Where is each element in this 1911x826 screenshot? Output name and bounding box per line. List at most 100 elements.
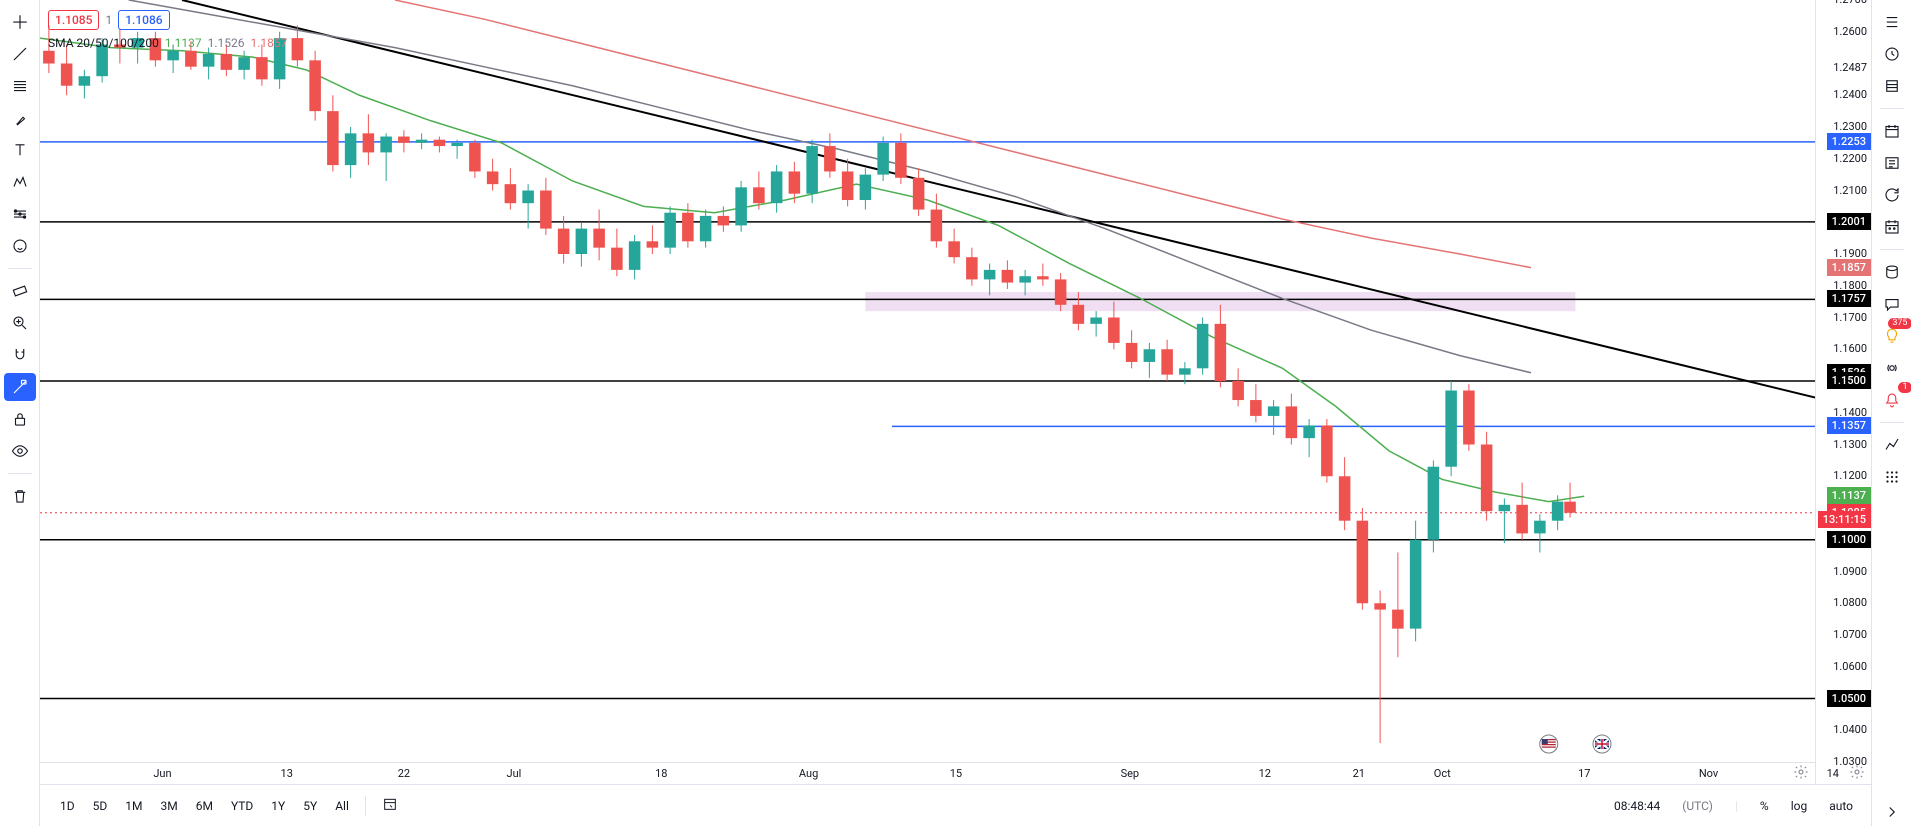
trash-tool[interactable]: [4, 482, 36, 510]
pattern-tool[interactable]: [4, 168, 36, 196]
price-tick: 1.0700: [1833, 628, 1867, 641]
clock: 08:48:44 (UTC) | % log auto: [1608, 797, 1859, 815]
text-tool[interactable]: [4, 136, 36, 164]
price-tick: 1.1600: [1833, 342, 1867, 355]
lock-tool[interactable]: [4, 405, 36, 433]
price-label: 1.1500: [1827, 372, 1871, 389]
price-tick: 1.2300: [1833, 120, 1867, 133]
alerts-panel-icon[interactable]: [1876, 40, 1908, 68]
price-label: 1.1757: [1827, 290, 1871, 307]
bell-icon[interactable]: 1: [1876, 386, 1908, 414]
price-scale[interactable]: 1.2700 1.2600 1.2487 1.2400 1.2300 1.2200 1.21…: [1815, 0, 1871, 784]
date-icon[interactable]: [1876, 213, 1908, 241]
price-tick: 1.2700: [1833, 0, 1867, 6]
alerts-badge: 1: [1898, 382, 1911, 393]
sma-v3: 1.1857: [250, 36, 287, 50]
price-label: 1.1857: [1827, 259, 1871, 276]
price-label: 1.2253: [1827, 133, 1871, 150]
calendar-icon[interactable]: [1876, 117, 1908, 145]
object-icon[interactable]: [1876, 258, 1908, 286]
time-tick: 13: [281, 767, 293, 780]
magnet-tool[interactable]: [4, 341, 36, 369]
price-label: 1.1000: [1827, 531, 1871, 548]
price-label: 1.2001: [1827, 213, 1871, 230]
chart-canvas[interactable]: [40, 0, 1815, 762]
gear-icon[interactable]: [1793, 764, 1809, 780]
clock-time: 08:48:44: [1608, 797, 1666, 815]
time-tick: 12: [1259, 767, 1271, 780]
apps-icon[interactable]: [1876, 463, 1908, 491]
price-tick: 1.2400: [1833, 88, 1867, 101]
fib-tool[interactable]: [4, 72, 36, 100]
ask-price: 1.1086: [118, 10, 169, 30]
price-tick: 1.0400: [1833, 723, 1867, 736]
price-label: 1.0500: [1827, 690, 1871, 707]
right-toolbar: 375 1: [1871, 0, 1911, 826]
time-tick: Sep: [1121, 767, 1140, 780]
refresh-icon[interactable]: [1876, 181, 1908, 209]
sma-label: SMA 20/50/100/200: [48, 36, 159, 50]
price-tick: 1.0600: [1833, 660, 1867, 673]
time-tick: 15: [950, 767, 962, 780]
tf-ytd[interactable]: YTD: [223, 795, 261, 817]
chart-area: 1.2700 1.2600 1.2487 1.2400 1.2300 1.2200 1.21…: [40, 0, 1871, 784]
bid-price: 1.1085: [48, 10, 99, 30]
news-icon[interactable]: [1876, 149, 1908, 177]
price-tick: 1.2100: [1833, 184, 1867, 197]
time-tick: 14: [1827, 767, 1839, 780]
tf-1y[interactable]: 1Y: [263, 795, 293, 817]
price-tick: 1.1700: [1833, 311, 1867, 324]
pct-btn[interactable]: %: [1754, 797, 1775, 815]
time-tick: 18: [655, 767, 667, 780]
brush-tool[interactable]: [4, 104, 36, 132]
collapse-icon[interactable]: [1876, 798, 1908, 826]
time-tick: 17: [1578, 767, 1590, 780]
sma-legend: SMA 20/50/100/200 1.1137 1.1526 1.1857: [48, 36, 287, 50]
emoji-tool[interactable]: [4, 232, 36, 260]
time-tick: Oct: [1434, 767, 1451, 780]
ruler-tool[interactable]: [4, 277, 36, 305]
chat-icon[interactable]: [1876, 290, 1908, 318]
crosshair-tool[interactable]: [4, 8, 36, 36]
zoom-tool[interactable]: [4, 309, 36, 337]
tf-1d[interactable]: 1D: [52, 795, 83, 817]
goto-date[interactable]: [374, 792, 406, 819]
time-tick: Jul: [507, 767, 522, 780]
tf-1m[interactable]: 1M: [117, 795, 150, 817]
tf-6m[interactable]: 6M: [188, 795, 221, 817]
time-tick: Aug: [799, 767, 818, 780]
time-tick: Jun: [153, 767, 171, 780]
watchlist-icon[interactable]: [1876, 8, 1908, 36]
symbol-info: 1.1085 1 1.1086: [48, 10, 170, 30]
tf-all[interactable]: All: [327, 795, 357, 817]
price-tick: 1.2487: [1833, 61, 1867, 74]
tf-5d[interactable]: 5D: [85, 795, 116, 817]
price-tick: 1.2600: [1833, 25, 1867, 38]
timeframe-group: 1D5D1M3M6MYTD1Y5YAll: [52, 792, 406, 819]
trendline-tool[interactable]: [4, 40, 36, 68]
lock-drawing-tool[interactable]: [4, 373, 36, 401]
forecast-tool[interactable]: [4, 200, 36, 228]
tf-5y[interactable]: 5Y: [295, 795, 325, 817]
log-btn[interactable]: log: [1785, 797, 1814, 815]
time-tick: 21: [1353, 767, 1365, 780]
eye-tool[interactable]: [4, 437, 36, 465]
compare-icon[interactable]: [1876, 431, 1908, 459]
time-tick: Nov: [1699, 767, 1718, 780]
price-label: 1.1357: [1827, 417, 1871, 434]
ideas-icon[interactable]: 375: [1876, 322, 1908, 350]
price-label: 13:11:15: [1818, 511, 1871, 528]
price-tick: 1.0800: [1833, 596, 1867, 609]
clock-tz: (UTC): [1676, 797, 1719, 815]
auto-btn[interactable]: auto: [1823, 797, 1859, 815]
time-scale[interactable]: Jun1322Jul18Aug15Sep1221Oct17Nov14: [40, 762, 1815, 784]
bottom-bar: 1D5D1M3M6MYTD1Y5YAll 08:48:44 (UTC) | % …: [40, 784, 1871, 826]
time-tick: 22: [398, 767, 410, 780]
ideas-badge: 375: [1888, 318, 1911, 329]
price-tick: 1.0900: [1833, 565, 1867, 578]
stream-icon[interactable]: [1876, 354, 1908, 382]
hotlist-icon[interactable]: [1876, 72, 1908, 100]
tf-3m[interactable]: 3M: [152, 795, 185, 817]
price-tick: 1.2200: [1833, 152, 1867, 165]
price-tick: 1.1200: [1833, 469, 1867, 482]
